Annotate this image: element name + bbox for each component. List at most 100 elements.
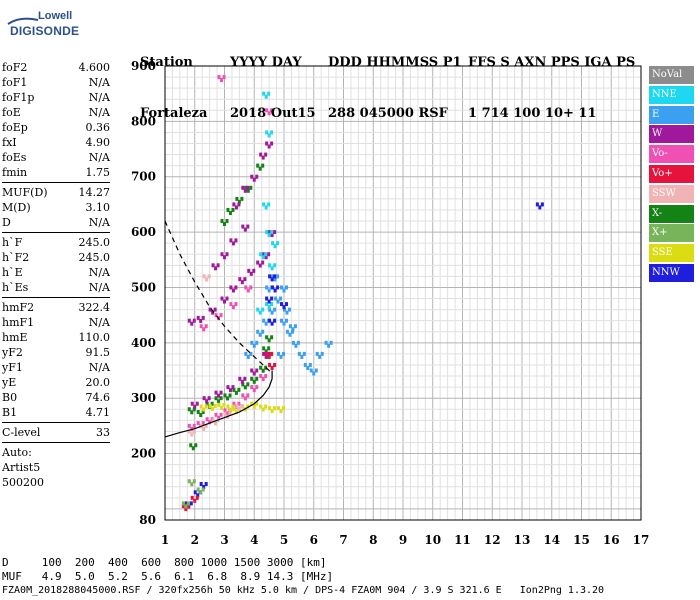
data-point	[267, 338, 271, 343]
data-point	[252, 177, 256, 182]
data-point	[204, 404, 208, 409]
param-row: foF1p N/A	[2, 90, 110, 105]
data-point	[320, 351, 324, 356]
data-point	[270, 230, 274, 235]
data-point	[265, 351, 269, 356]
x-tick-label: 16	[603, 533, 620, 547]
data-point	[280, 285, 283, 290]
data-point	[231, 305, 235, 310]
data-point	[187, 318, 191, 323]
data-point	[276, 274, 280, 279]
data-point	[199, 490, 203, 495]
data-point	[282, 305, 286, 310]
header-label-time: DDD HHMMSS P1	[328, 55, 462, 70]
data-point	[285, 310, 289, 315]
data-point	[261, 377, 265, 382]
data-point	[273, 277, 277, 282]
data-point	[258, 166, 262, 171]
param-row: h`E N/A	[2, 265, 110, 280]
param-row: yF2 91.5	[2, 345, 110, 360]
data-point	[243, 277, 247, 282]
data-point	[226, 385, 230, 390]
param-name: hmF2	[2, 301, 35, 314]
data-point	[214, 390, 218, 395]
data-point	[194, 443, 198, 448]
param-value: N/A	[88, 151, 110, 164]
data-point	[223, 411, 227, 416]
data-point	[250, 368, 254, 373]
data-point	[201, 421, 205, 426]
data-point	[238, 277, 242, 282]
data-point	[202, 327, 206, 332]
data-point	[264, 404, 268, 409]
param-row: hmF2 322.4	[2, 300, 110, 315]
data-point	[229, 285, 233, 290]
data-point	[243, 227, 247, 232]
data-point	[199, 482, 203, 487]
data-point	[302, 351, 306, 356]
data-point	[249, 271, 253, 276]
data-point	[327, 343, 331, 348]
param-row: hmE 110.0	[2, 330, 110, 345]
data-point	[204, 423, 208, 428]
data-point	[217, 393, 221, 398]
data-point	[291, 327, 295, 332]
data-point	[234, 205, 238, 210]
data-point	[270, 141, 274, 146]
data-point	[276, 299, 280, 304]
data-point	[181, 501, 185, 506]
data-point	[244, 285, 248, 290]
data-point	[214, 266, 218, 271]
data-point	[267, 252, 271, 257]
plot-frame	[164, 65, 642, 521]
data-point	[256, 260, 260, 265]
param-row: Artist5	[2, 460, 110, 475]
x-tick-label: 11	[454, 533, 471, 547]
data-point	[267, 346, 271, 351]
data-point	[268, 230, 272, 235]
x-tick-label: 3	[220, 533, 228, 547]
data-point	[282, 307, 286, 312]
data-point	[261, 155, 265, 160]
data-point	[196, 487, 200, 492]
data-point	[271, 285, 275, 290]
data-point	[262, 318, 266, 323]
data-point	[261, 255, 265, 260]
data-point	[268, 274, 272, 279]
param-value: 322.4	[78, 301, 111, 314]
data-point	[186, 501, 190, 506]
data-point	[294, 343, 298, 348]
data-point	[265, 130, 269, 135]
data-point	[282, 288, 286, 293]
data-point	[315, 351, 319, 356]
data-point	[250, 376, 254, 381]
data-point	[232, 401, 236, 406]
data-point	[252, 371, 256, 376]
data-point	[190, 432, 194, 437]
data-point	[184, 504, 188, 509]
param-row: foE N/A	[2, 105, 110, 120]
data-point	[219, 390, 223, 395]
data-point	[282, 351, 286, 356]
data-point	[270, 130, 274, 135]
data-point	[274, 296, 278, 301]
param-value: 1.75	[85, 166, 111, 179]
data-point	[222, 402, 226, 407]
x-tick-label: 9	[399, 533, 407, 547]
param-row: B0 74.6	[2, 390, 110, 405]
data-point	[256, 329, 260, 334]
data-point	[204, 482, 208, 487]
data-point	[256, 307, 260, 312]
y-tick-label: 900	[131, 59, 156, 73]
data-point	[193, 490, 197, 495]
data-point	[244, 185, 248, 190]
data-point	[207, 396, 211, 401]
data-point	[225, 252, 229, 257]
data-point	[220, 78, 224, 83]
data-point	[265, 335, 269, 340]
data-point	[228, 393, 232, 398]
data-point	[241, 382, 245, 387]
data-point	[270, 409, 274, 414]
data-point	[199, 413, 203, 418]
data-point	[231, 241, 235, 246]
